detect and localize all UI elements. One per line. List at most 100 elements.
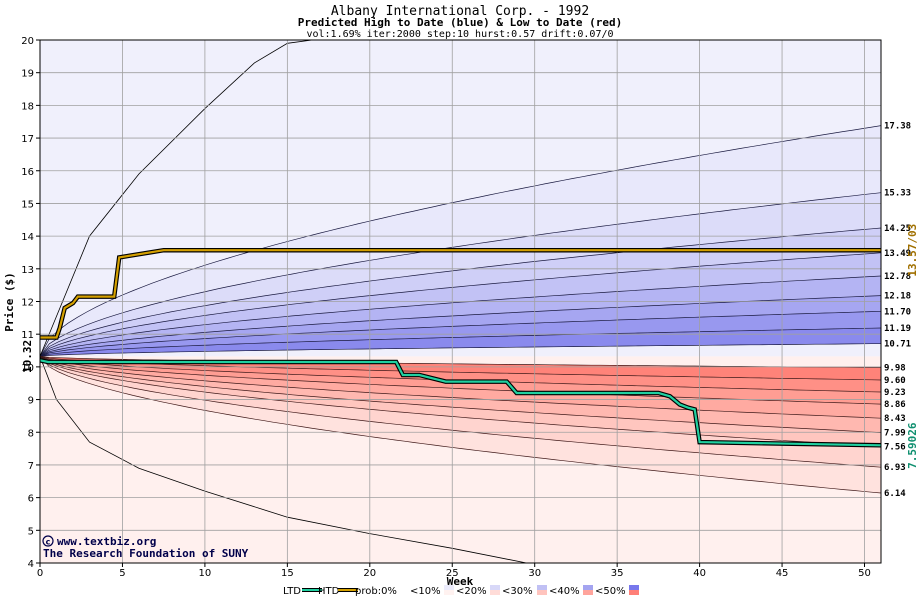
chart-title: Albany International Corp. - 1992 bbox=[331, 4, 589, 19]
upper-band-4 bbox=[40, 252, 881, 357]
svg-text:c: c bbox=[46, 538, 51, 547]
legend-htd-label: HTD bbox=[318, 586, 340, 597]
lower-band-6 bbox=[40, 356, 881, 447]
upper-band-end-label: 11.70 bbox=[884, 307, 911, 317]
x-tick-label: 35 bbox=[611, 568, 624, 579]
upper-band-line-3 bbox=[40, 227, 881, 357]
x-tick-label: 10 bbox=[199, 568, 212, 579]
x-tick-label: 0 bbox=[37, 568, 43, 579]
y-tick-label: 17 bbox=[21, 134, 34, 145]
lower-band-line-5 bbox=[40, 356, 881, 419]
lower-band-end-label: 7.56 bbox=[884, 443, 906, 453]
y-tick-label: 11 bbox=[21, 330, 34, 341]
lower-band-2 bbox=[40, 356, 881, 392]
upper-band-end-label: 15.33 bbox=[884, 189, 911, 199]
y-axis-label: Price ($) bbox=[3, 272, 16, 332]
upper-band-end-label: 11.19 bbox=[884, 324, 911, 334]
legend: LTD HTD prob:0% <10% <20% <30% <40% <50% bbox=[283, 585, 639, 597]
y-tick-label: 16 bbox=[21, 167, 34, 178]
x-tick-label: 45 bbox=[776, 568, 789, 579]
lower-band-end-label: 8.86 bbox=[884, 400, 906, 410]
y-tick-label: 14 bbox=[21, 232, 34, 243]
legend-b20-label: <20% bbox=[456, 586, 487, 597]
y-tick-label: 6 bbox=[28, 494, 34, 505]
lower-band-end-label: 6.14 bbox=[884, 489, 906, 499]
y-tick-label: 19 bbox=[21, 69, 34, 80]
x-tick-label: 40 bbox=[693, 568, 706, 579]
legend-b40-label: <40% bbox=[549, 586, 580, 597]
y-tick-label: 15 bbox=[21, 199, 34, 210]
lower-band-8 bbox=[40, 356, 881, 493]
ltd-final-value-label: 7.59026 bbox=[906, 422, 919, 469]
htd-final-value-label: 13.57/03 bbox=[906, 224, 919, 277]
x-tick-label: 30 bbox=[528, 568, 541, 579]
y-tick-label: 7 bbox=[28, 461, 34, 472]
upper-band-3 bbox=[40, 228, 881, 357]
ltd-series-line bbox=[40, 359, 881, 447]
lower-band-end-label: 9.98 bbox=[884, 364, 906, 374]
y-tick-label: 12 bbox=[21, 298, 34, 309]
lower-band-line-6 bbox=[40, 356, 881, 433]
upper-band-line-8 bbox=[40, 327, 881, 357]
watermark-org: The Research Foundation of SUNY bbox=[43, 547, 249, 560]
upper-band-line-5 bbox=[40, 275, 881, 357]
upper-band-8 bbox=[40, 328, 881, 357]
upper-band-line-1 bbox=[40, 125, 881, 357]
y-tick-label: 8 bbox=[28, 428, 34, 439]
lower-band-end-label: 8.43 bbox=[884, 414, 906, 424]
legend-b50-label: <50% bbox=[595, 586, 626, 597]
upper-band-end-label: 17.38 bbox=[884, 122, 911, 132]
lower-band-line-8 bbox=[40, 356, 881, 468]
legend-b30-swatch-blue bbox=[537, 585, 547, 590]
legend-ltd-label: LTD bbox=[283, 586, 301, 597]
upper-band-end-label: 14.25 bbox=[884, 224, 911, 234]
upper-band-1 bbox=[40, 125, 881, 357]
y-tick-label: 10 bbox=[21, 363, 34, 374]
y-tick-label: 5 bbox=[28, 526, 34, 537]
upper-band-end-label: 12.18 bbox=[884, 292, 911, 302]
watermark-url: www.textbiz.org bbox=[57, 535, 156, 548]
legend-b50-swatch-blue bbox=[629, 585, 639, 590]
chart-params: vol:1.69% iter:2000 step:10 hurst:0.57 d… bbox=[306, 29, 613, 40]
legend-b10-label: <10% bbox=[410, 586, 441, 597]
lower-band-end-label: 9.23 bbox=[884, 388, 906, 398]
upper-band-end-label: 10.71 bbox=[884, 340, 911, 350]
upper-band-end-label: 13.49 bbox=[884, 249, 911, 259]
legend-prob0-swatch-red bbox=[398, 590, 408, 595]
legend-b10-swatch-blue bbox=[444, 585, 454, 590]
y-tick-label: 18 bbox=[21, 101, 34, 112]
legend-b10-swatch-red bbox=[444, 590, 454, 595]
legend-b30-label: <30% bbox=[502, 586, 533, 597]
upper-band-line-4 bbox=[40, 252, 881, 357]
legend-b40-swatch-red bbox=[583, 590, 593, 595]
lower-band-end-label: 7.99 bbox=[884, 429, 906, 439]
lower-band-line-7 bbox=[40, 356, 881, 447]
legend-prob0-swatch-blue bbox=[398, 585, 408, 590]
lower-band-line-2 bbox=[40, 356, 881, 381]
plot-area: 0 5 10 15 20 25 30 35 40 45 5045678910111213141516… bbox=[21, 36, 919, 579]
copyright-icon: c bbox=[42, 535, 54, 547]
y-tick-label: 20 bbox=[21, 36, 34, 47]
legend-b30-swatch-red bbox=[537, 590, 547, 595]
upper-band-5 bbox=[40, 276, 881, 357]
legend-b20-swatch-red bbox=[490, 590, 500, 595]
htd-series-line bbox=[40, 249, 881, 339]
start-price-label: 10.32 bbox=[21, 340, 34, 373]
x-tick-label: 50 bbox=[858, 568, 871, 579]
x-axis-label: Week bbox=[447, 575, 474, 588]
y-tick-label: 13 bbox=[21, 265, 34, 276]
legend-b20-swatch-blue bbox=[490, 585, 500, 590]
x-tick-label: 5 bbox=[119, 568, 125, 579]
lower-band-5 bbox=[40, 356, 881, 433]
chart-subtitle: Predicted High to Date (blue) & Low to D… bbox=[298, 16, 623, 29]
lower-band-7 bbox=[40, 356, 881, 468]
x-tick-label: 15 bbox=[281, 568, 294, 579]
upper-band-line-7 bbox=[40, 310, 881, 357]
upper-band-line-9 bbox=[40, 343, 881, 357]
plot-clip-group bbox=[40, 40, 881, 563]
upper-band-line-2 bbox=[40, 192, 881, 357]
lower-band-line-9 bbox=[40, 356, 881, 494]
upper-band-2 bbox=[40, 192, 881, 357]
lower-band-4 bbox=[40, 356, 881, 419]
